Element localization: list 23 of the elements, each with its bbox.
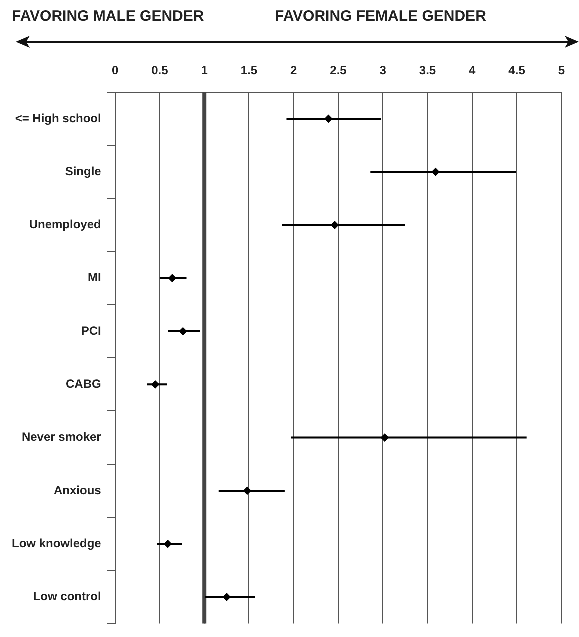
text: FAVORING MALE GENDER xyxy=(12,8,204,25)
y-tick-label: Unemployed xyxy=(29,218,102,232)
x-tick-label: 3.5 xyxy=(419,64,436,78)
y-tick-label: MI xyxy=(88,270,102,285)
y-tick-label: Never smoker xyxy=(22,430,102,444)
x-tick-label: 0.5 xyxy=(152,64,169,78)
y-tick-label: Low knowledge xyxy=(12,536,102,550)
x-tick-label: 4 xyxy=(469,64,476,78)
x-tick-label: 3 xyxy=(380,64,387,78)
x-tick-label: 4.5 xyxy=(508,64,526,78)
x-tick-label: 0 xyxy=(112,64,119,78)
y-tick-label: CABG xyxy=(66,376,102,391)
y-tick-label: Low control xyxy=(33,590,102,604)
x-tick-label: 1 xyxy=(201,64,208,78)
y-tick-label: Anxious xyxy=(54,483,102,498)
y-tick-label: PCI xyxy=(81,324,102,338)
y-tick-label: <= High school xyxy=(15,111,102,126)
x-tick-label: 2.5 xyxy=(330,64,348,78)
x-tick-label: 5 xyxy=(558,64,566,78)
x-tick-label: 1.5 xyxy=(240,64,258,78)
y-tick-label: Single xyxy=(65,164,102,178)
x-tick-label: 2 xyxy=(290,64,298,78)
text: FAVORING FEMALE GENDER xyxy=(275,8,486,25)
